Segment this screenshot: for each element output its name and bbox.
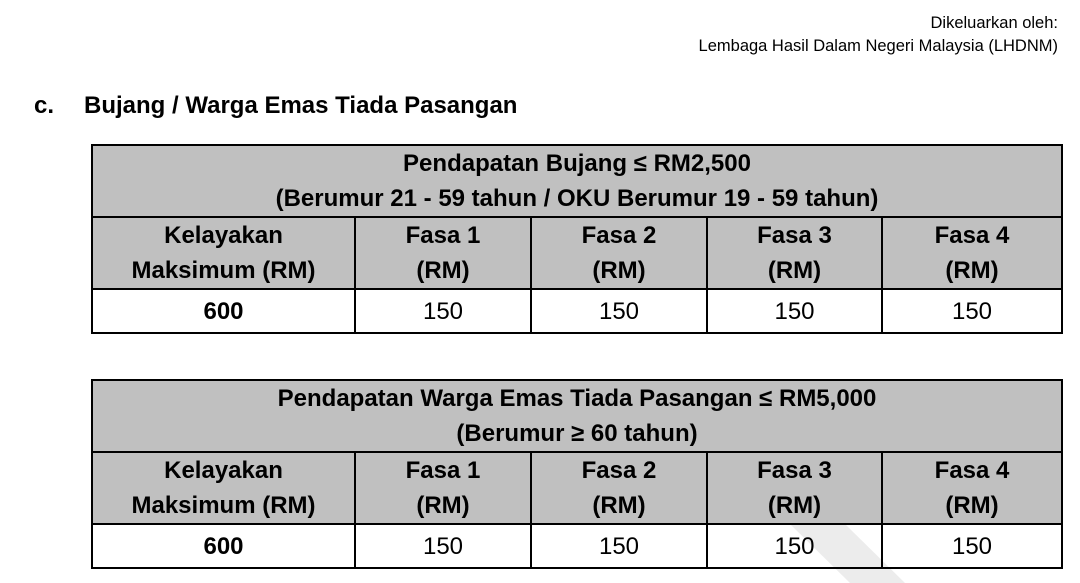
table-title: Pendapatan Warga Emas Tiada Pasangan ≤ R…	[90, 379, 1064, 453]
header-line: (RM)	[945, 492, 999, 519]
table-row: 600 150 150 150 150	[91, 288, 1064, 334]
column-header: Fasa 4 (RM)	[880, 451, 1064, 525]
header-line: Fasa 3	[757, 222, 832, 249]
section-heading: c. Bujang / Warga Emas Tiada Pasangan	[34, 92, 517, 120]
column-header: Fasa 2 (RM)	[530, 216, 708, 290]
header-line: Kelayakan	[164, 457, 283, 484]
title-line-1: Pendapatan Warga Emas Tiada Pasangan ≤ R…	[277, 385, 877, 412]
title-line-2: (Berumur ≥ 60 tahun)	[456, 420, 698, 447]
cell-fasa-1: 150	[354, 288, 532, 334]
header-line: Maksimum (RM)	[131, 257, 316, 284]
title-line-1: Pendapatan Bujang ≤ RM2,500	[403, 150, 751, 177]
header-line: Kelayakan	[164, 222, 283, 249]
table-title: Pendapatan Bujang ≤ RM2,500 (Berumur 21 …	[90, 144, 1064, 218]
header-line: Fasa 1	[405, 457, 481, 484]
column-header: Fasa 2 (RM)	[530, 451, 708, 525]
table-warga-emas: Pendapatan Warga Emas Tiada Pasangan ≤ R…	[90, 379, 1064, 569]
issued-by-label: Dikeluarkan oleh:	[930, 14, 1059, 32]
column-header: Fasa 4 (RM)	[880, 216, 1064, 290]
cell-fasa-4: 150	[880, 523, 1064, 569]
issuer-block: Dikeluarkan oleh: Lembaga Hasil Dalam Ne…	[699, 12, 1058, 58]
header-line: (RM)	[945, 257, 999, 284]
header-line: Fasa 4	[934, 222, 1010, 249]
column-header: Kelayakan Maksimum (RM)	[91, 451, 356, 525]
cell-fasa-3: 150	[706, 288, 883, 334]
header-line: (RM)	[416, 492, 470, 519]
header-line: (RM)	[592, 492, 646, 519]
header-line: (RM)	[592, 257, 646, 284]
cell-fasa-3: 150	[706, 523, 883, 569]
header-line: Fasa 4	[934, 457, 1010, 484]
section-label: c.	[34, 92, 55, 119]
header-line: (RM)	[767, 492, 822, 519]
column-header: Fasa 3 (RM)	[706, 451, 883, 525]
column-header: Fasa 1 (RM)	[354, 451, 532, 525]
issuer-name: Lembaga Hasil Dalam Negeri Malaysia (LHD…	[698, 37, 1058, 55]
section-title: Bujang / Warga Emas Tiada Pasangan	[84, 92, 518, 119]
header-line: Fasa 2	[581, 222, 657, 249]
cell-fasa-2: 150	[530, 288, 708, 334]
table-bujang: Pendapatan Bujang ≤ RM2,500 (Berumur 21 …	[90, 144, 1064, 334]
column-header: Fasa 1 (RM)	[354, 216, 532, 290]
header-line: (RM)	[416, 257, 470, 284]
table-row: 600 150 150 150 150	[91, 523, 1064, 569]
header-line: Fasa 2	[581, 457, 657, 484]
header-line: Fasa 3	[757, 457, 832, 484]
title-line-2: (Berumur 21 - 59 tahun / OKU Berumur 19 …	[275, 185, 879, 212]
cell-fasa-1: 150	[354, 523, 532, 569]
header-line: Fasa 1	[405, 222, 481, 249]
cell-fasa-2: 150	[530, 523, 708, 569]
column-header: Kelayakan Maksimum (RM)	[91, 216, 356, 290]
header-line: (RM)	[767, 257, 822, 284]
cell-fasa-4: 150	[880, 288, 1064, 334]
cell-max: 600	[91, 288, 356, 334]
header-line: Maksimum (RM)	[131, 492, 316, 519]
column-header: Fasa 3 (RM)	[706, 216, 883, 290]
cell-max: 600	[91, 523, 356, 569]
